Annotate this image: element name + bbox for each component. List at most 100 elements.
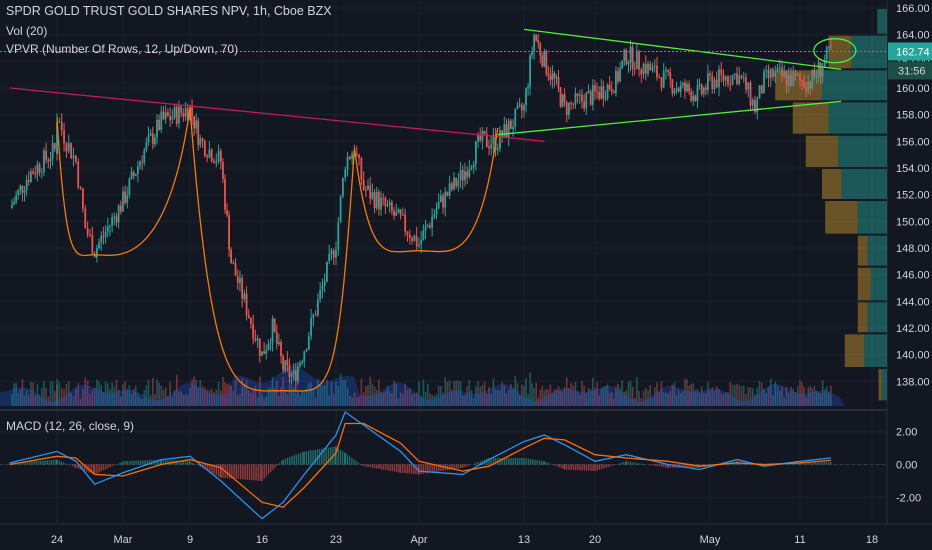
candle-body: [509, 120, 512, 130]
macd-histogram-bar: [490, 457, 492, 465]
candle-body: [811, 69, 814, 88]
candle-body: [86, 228, 89, 235]
macd-histogram-bar: [529, 459, 532, 465]
candle-body: [164, 112, 167, 120]
volume-bar: [79, 399, 82, 406]
macd-histogram-bar: [516, 457, 519, 465]
macd-histogram-bar: [371, 464, 374, 468]
triangle-lower-line: [497, 100, 842, 136]
volume-bar: [662, 392, 665, 406]
volume-bar: [265, 396, 268, 406]
volume-bar: [543, 390, 546, 406]
candle-body: [393, 210, 395, 216]
volume-bar: [273, 388, 276, 406]
macd-histogram-bar: [35, 461, 37, 465]
volume-bar: [413, 393, 416, 406]
vp-row-up: [857, 201, 887, 234]
candle-body: [360, 157, 363, 180]
volume-bar: [799, 380, 801, 406]
volume-bar: [453, 381, 455, 406]
candle-body: [404, 214, 407, 232]
candle-body: [677, 88, 680, 92]
macd-histogram-bar: [137, 460, 140, 465]
macd-histogram-bar: [519, 457, 521, 465]
candle-body: [585, 93, 588, 109]
candle-body: [290, 374, 293, 377]
candle-body: [551, 72, 554, 80]
macd-histogram-bar: [429, 464, 431, 473]
macd-legend[interactable]: MACD (12, 26, close, 9): [6, 419, 135, 433]
vp-row-down: [857, 235, 868, 266]
volume-bar: [541, 385, 544, 406]
volume-bar: [715, 386, 718, 406]
candle-body: [499, 130, 501, 149]
volume-bar: [342, 380, 344, 406]
candle-body: [375, 192, 378, 208]
volume-bar: [130, 394, 133, 406]
macd-histogram-bar: [622, 462, 625, 465]
candle-body: [429, 225, 431, 228]
volume-bar: [47, 396, 50, 406]
candle-body: [201, 138, 204, 142]
macd-histogram-bar: [250, 464, 253, 481]
price-tick-label: 158.00: [896, 110, 930, 122]
volume-bar: [529, 372, 531, 406]
volume-bar: [422, 379, 425, 406]
volume-bar: [301, 390, 303, 406]
volume-legend[interactable]: Vol (20): [6, 24, 48, 38]
macd-histogram-bar: [625, 461, 628, 465]
symbol-title[interactable]: SPDR GOLD TRUST GOLD SHARES NPV, 1h, Cbo…: [6, 4, 332, 18]
volume-bar: [156, 379, 158, 406]
volume-bar: [709, 390, 711, 406]
cup-curve: [353, 127, 499, 253]
candle-body: [230, 249, 233, 264]
volume-bar: [470, 390, 473, 406]
volume-bar: [91, 390, 94, 406]
macd-histogram-bar: [406, 464, 408, 474]
candle-body: [139, 161, 141, 166]
candle-body: [665, 69, 667, 71]
vpvr-legend[interactable]: VPVR (Number Of Rows, 12, Up/Down, 70): [6, 42, 239, 56]
macd-histogram-bar: [270, 464, 272, 473]
volume-bar: [585, 392, 588, 406]
candle-body: [17, 189, 20, 195]
macd-histogram-bar: [556, 464, 559, 467]
macd-histogram-bar: [486, 458, 488, 465]
candle-body: [167, 112, 169, 116]
volume-bar: [587, 387, 590, 406]
candle-body: [271, 318, 274, 344]
countdown-badge: [888, 61, 932, 80]
macd-histogram-bar: [563, 464, 566, 470]
candle-body: [273, 318, 276, 332]
macd-histogram-bar: [799, 462, 801, 465]
candle-body: [792, 72, 795, 86]
candle-body: [208, 149, 211, 158]
macd-histogram-bar: [291, 456, 293, 465]
candle-body: [431, 216, 434, 228]
macd-histogram-bar: [592, 464, 594, 472]
volume-bar: [758, 381, 761, 406]
volume-bar: [429, 393, 431, 406]
volume-bar: [537, 397, 539, 406]
time-tick-label: 18: [866, 534, 878, 546]
macd-histogram-bar: [641, 463, 643, 465]
macd-histogram-bar: [503, 457, 506, 465]
volume-bar: [234, 380, 237, 406]
drawings[interactable]: [0, 28, 887, 392]
volume-bar: [821, 380, 824, 406]
macd-histogram-bar: [494, 457, 497, 465]
volume-bar: [45, 388, 47, 406]
volume-bar: [263, 398, 265, 406]
candle-body: [312, 314, 315, 318]
macd-histogram-bar: [660, 464, 663, 467]
volume-bar: [461, 395, 464, 406]
volume-bar: [673, 382, 676, 406]
volume-bar: [11, 394, 13, 406]
volume-bar: [395, 383, 398, 406]
candle-body: [821, 67, 824, 77]
macd-histogram-bar: [455, 464, 458, 469]
candle-body: [537, 40, 540, 44]
time-tick-label: 24: [51, 534, 63, 546]
candle-body: [126, 195, 129, 203]
